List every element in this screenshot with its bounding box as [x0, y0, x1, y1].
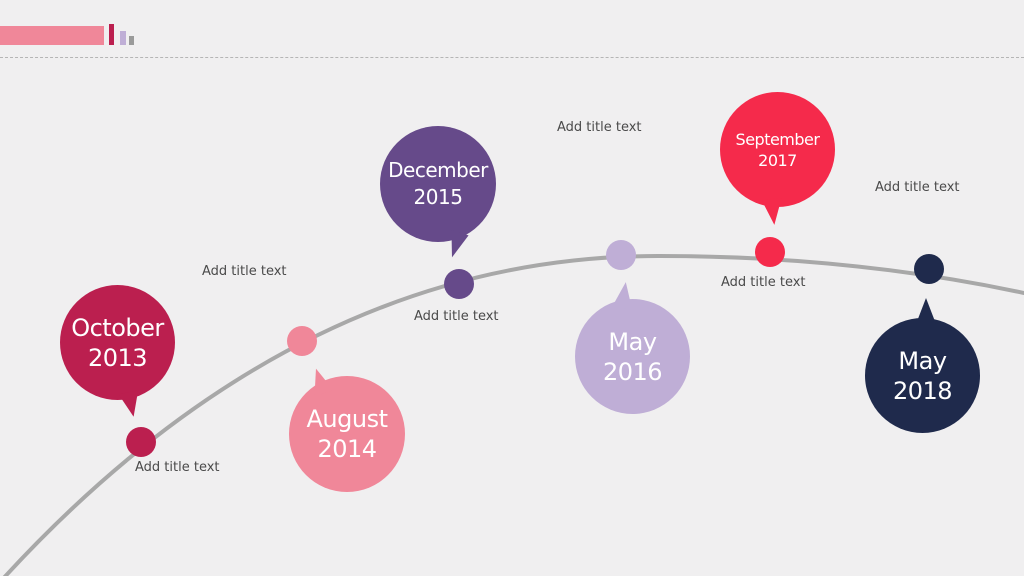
- header-accent-tick-gray: [129, 36, 134, 45]
- header-divider: [0, 57, 1024, 58]
- milestone-caption: Add title text: [557, 120, 642, 135]
- milestone-bubble-oct-2013: October 2013: [60, 285, 175, 400]
- milestone-dot: [755, 237, 785, 267]
- milestone-dot: [287, 326, 317, 356]
- milestone-date: May 2018: [892, 346, 953, 405]
- milestone-date: September 2017: [735, 129, 820, 170]
- milestone-dot: [914, 254, 944, 284]
- milestone-bubble-may-2018: May 2018: [865, 318, 980, 433]
- milestone-caption: Add title text: [414, 309, 499, 324]
- milestone-bubble-aug-2014: August 2014: [289, 376, 405, 492]
- milestone-caption: Add title text: [875, 180, 960, 195]
- bubble-pointer: [761, 198, 785, 226]
- milestone-dot: [444, 269, 474, 299]
- milestone-dot: [126, 427, 156, 457]
- header-accent-bar: [0, 26, 104, 45]
- milestone-bubble-dec-2015: December 2015: [380, 126, 496, 242]
- milestone-bubble-may-2016: May 2016: [575, 299, 690, 414]
- milestone-caption: Add title text: [721, 275, 806, 290]
- milestone-caption: Add title text: [135, 460, 220, 475]
- milestone-caption: Add title text: [202, 264, 287, 279]
- header-accent-tick-dark: [109, 24, 114, 45]
- milestone-date: August 2014: [306, 405, 389, 463]
- bubble-pointer: [916, 298, 936, 324]
- milestone-date: October 2013: [71, 313, 164, 372]
- timeline-arc: [2, 253, 1024, 576]
- milestone-date: May 2016: [602, 327, 663, 386]
- header-accent-tick-light: [120, 31, 126, 45]
- milestone-dot: [606, 240, 636, 270]
- milestone-date: December 2015: [388, 158, 488, 209]
- bubble-pointer: [612, 280, 636, 310]
- milestone-bubble-sep-2017: September 2017: [720, 92, 835, 207]
